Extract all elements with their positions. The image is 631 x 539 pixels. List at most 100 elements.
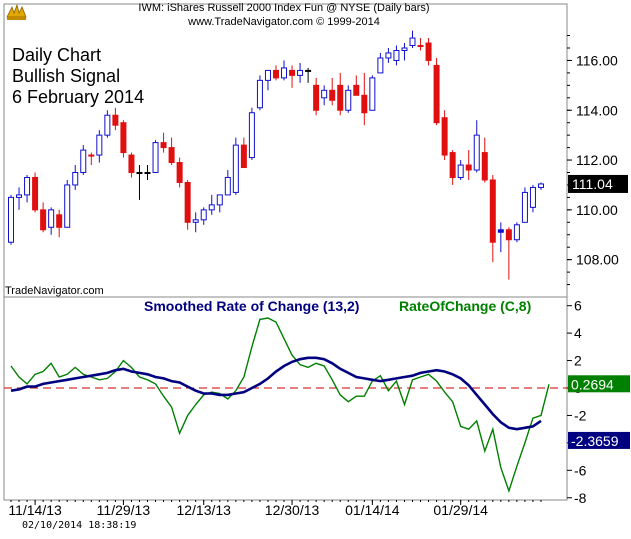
- roc-line: [10, 317, 550, 494]
- roc-last-label: 0.2694: [571, 376, 614, 392]
- candle: [433, 57, 440, 126]
- candle-body: [329, 89, 336, 101]
- candle: [112, 107, 119, 131]
- candle: [441, 110, 448, 161]
- candle-body: [160, 142, 167, 149]
- candle: [200, 207, 207, 225]
- candle-body: [8, 196, 14, 243]
- candle-body: [16, 194, 23, 198]
- candle: [505, 227, 512, 280]
- candle: [329, 77, 336, 106]
- candle-body: [112, 114, 119, 126]
- candle-body: [281, 67, 288, 79]
- candle: [16, 187, 23, 210]
- candle-body: [385, 52, 392, 59]
- candle: [152, 140, 159, 173]
- candle: [513, 222, 520, 243]
- candle-body: [152, 142, 159, 173]
- candle: [264, 69, 271, 91]
- indicator-frame: [3, 296, 568, 501]
- candle-body: [128, 154, 135, 174]
- roc-last-box: [568, 375, 630, 393]
- candle: [417, 38, 424, 51]
- candle-body: [64, 184, 71, 228]
- candle: [128, 152, 135, 178]
- price-tick-label: 110.00: [576, 202, 618, 218]
- candle-body: [40, 209, 47, 231]
- candle: [248, 107, 255, 161]
- candle: [48, 207, 55, 235]
- indicator-tick-label: 2: [574, 353, 582, 369]
- candle-body: [297, 69, 304, 76]
- smoothed-roc-line: [10, 356, 542, 431]
- x-tick-label: 11/14/13: [8, 502, 62, 518]
- candle-body: [377, 57, 384, 74]
- candle: [353, 75, 360, 96]
- indicator-panel: 6420-2-4-6-80.2694-2.3659: [3, 296, 630, 506]
- candle-body: [409, 37, 416, 47]
- candle: [256, 75, 263, 111]
- candle: [297, 62, 304, 83]
- candle: [176, 157, 183, 188]
- candle: [537, 182, 544, 190]
- candle-body: [321, 89, 328, 99]
- candle: [489, 174, 496, 263]
- candle-body: [232, 144, 239, 193]
- candle-body: [32, 176, 39, 211]
- candle: [144, 165, 151, 180]
- candle-body: [417, 45, 424, 48]
- candle-body: [96, 134, 103, 156]
- indicator-tick-label: 4: [574, 325, 582, 341]
- candle-body: [537, 183, 544, 188]
- candle-body: [176, 162, 183, 183]
- trade-navigator-logo-icon: [6, 3, 27, 20]
- candle: [465, 150, 472, 180]
- candle-body: [361, 94, 368, 114]
- candle: [393, 45, 400, 66]
- candle-body: [200, 209, 207, 221]
- candle-body: [289, 69, 296, 76]
- candle: [32, 172, 39, 213]
- candle-body: [24, 176, 31, 196]
- candle-body: [313, 84, 320, 111]
- candle: [529, 184, 536, 213]
- annotation-line-3: 6 February 2014: [12, 87, 145, 107]
- indicator-tick-label: 6: [574, 298, 582, 314]
- timestamp: 02/10/2014 18:38:19: [22, 520, 137, 531]
- candle: [281, 60, 288, 81]
- candle-body: [337, 84, 344, 111]
- candle-body: [505, 229, 512, 241]
- smoothed-roc-label: Smoothed Rate of Change (13,2): [144, 298, 360, 314]
- candle-body: [56, 214, 63, 228]
- candle: [385, 48, 392, 63]
- chart-subtitle: www.TradeNavigator.com © 1999-2014: [188, 16, 380, 28]
- candle-body: [425, 42, 432, 61]
- candle-body: [184, 181, 191, 223]
- candle: [473, 120, 480, 173]
- candle: [497, 222, 504, 253]
- roc-label: RateOfChange (C,8): [399, 298, 532, 314]
- candle: [313, 77, 320, 116]
- smoothed-last-box: [568, 431, 630, 449]
- candle-body: [465, 164, 472, 171]
- candle: [369, 75, 376, 111]
- candle: [305, 67, 312, 83]
- x-tick-label: 12/30/13: [265, 502, 320, 518]
- candle: [208, 194, 215, 215]
- indicator-tick-label: -6: [574, 462, 587, 478]
- candle-body: [489, 179, 496, 243]
- x-tick-label: 12/13/13: [176, 502, 231, 518]
- candle-body: [457, 164, 464, 178]
- candle-body: [497, 229, 504, 233]
- candle-body: [256, 79, 263, 109]
- smoothed-last-label: -2.3659: [571, 433, 619, 449]
- x-tick-label: 01/14/14: [345, 502, 400, 518]
- candle: [136, 165, 143, 200]
- candle-body: [168, 147, 175, 164]
- price-tick-label: 114.00: [576, 102, 618, 118]
- candle-body: [449, 152, 456, 178]
- candle-body: [401, 47, 408, 51]
- candle-body: [441, 117, 448, 156]
